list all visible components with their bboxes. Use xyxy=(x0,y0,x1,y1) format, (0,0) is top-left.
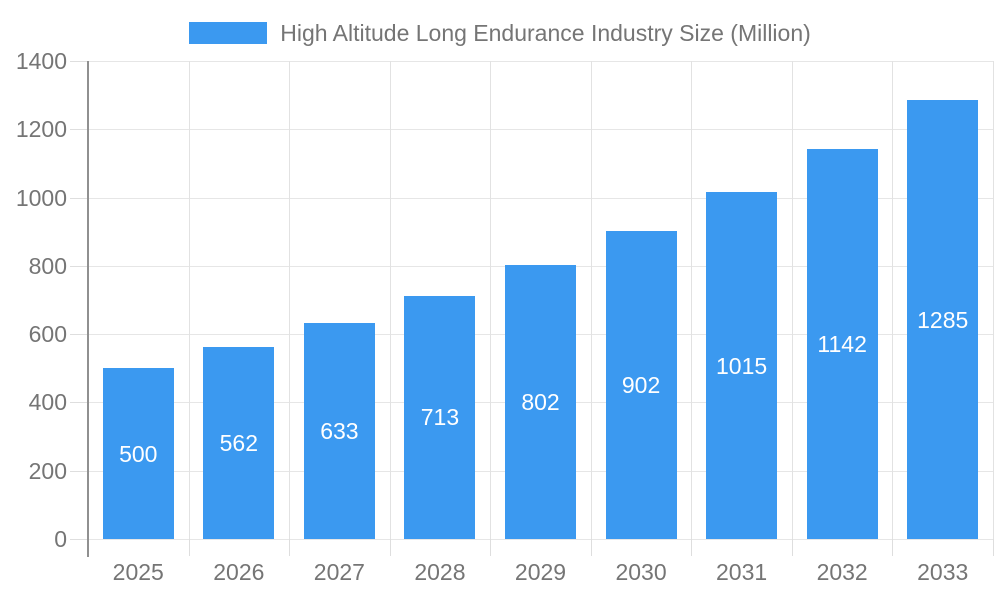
bar-2025 xyxy=(102,368,174,539)
chart-legend: High Altitude Long Endurance Industry Si… xyxy=(0,19,1000,47)
bar-value-label: 713 xyxy=(420,404,460,431)
x-axis-label: 2027 xyxy=(313,559,365,585)
bar-value-label: 802 xyxy=(521,389,560,416)
y-axis-label: 600 xyxy=(28,321,67,348)
bar-value-label: 1015 xyxy=(716,352,768,379)
y-axis-tick xyxy=(70,265,88,267)
bar-2028 xyxy=(404,295,476,539)
y-axis-tick xyxy=(70,334,88,336)
bar-2031 xyxy=(706,192,778,539)
y-axis-label: 800 xyxy=(28,252,67,279)
gridline-vertical xyxy=(289,61,291,539)
gridline-vertical xyxy=(188,61,190,539)
gridline-horizontal xyxy=(88,197,993,199)
x-axis-tick xyxy=(691,539,693,556)
bar-2029 xyxy=(505,265,576,539)
x-axis-label: 2031 xyxy=(716,559,768,585)
x-axis-label: 2030 xyxy=(615,559,667,585)
gridline-vertical xyxy=(791,61,793,539)
y-axis-tick xyxy=(70,470,88,472)
bar-value-label: 1285 xyxy=(917,306,969,333)
bar-2026 xyxy=(203,347,275,539)
x-axis-tick xyxy=(590,539,592,556)
x-axis-label: 2029 xyxy=(514,559,567,585)
y-axis-label: 200 xyxy=(28,457,67,484)
y-axis-tick xyxy=(70,61,88,62)
gridline-horizontal xyxy=(88,61,993,62)
x-axis-label: 2033 xyxy=(917,559,969,585)
bar-2030 xyxy=(605,231,677,539)
y-axis-tick xyxy=(70,129,88,131)
x-axis-label: 2026 xyxy=(213,559,265,585)
y-axis-tick xyxy=(70,402,88,404)
x-axis-label: 2025 xyxy=(112,559,164,585)
gridline-vertical xyxy=(691,61,693,539)
x-axis-tick xyxy=(389,539,391,556)
bar-2032 xyxy=(806,149,878,539)
gridline-horizontal xyxy=(88,539,993,540)
x-axis-label: 2032 xyxy=(816,559,868,585)
x-axis-tick xyxy=(289,539,291,556)
gridline-vertical xyxy=(892,61,894,539)
bar-2033 xyxy=(907,100,979,539)
gridline-vertical xyxy=(490,61,492,539)
gridline-vertical xyxy=(389,61,391,539)
bar-value-label: 500 xyxy=(119,440,158,467)
bar-2027 xyxy=(303,322,375,539)
legend-swatch-icon xyxy=(189,22,268,44)
x-axis-tick xyxy=(188,539,190,556)
y-axis-label: 1000 xyxy=(15,184,67,211)
x-axis-tick xyxy=(993,539,994,556)
x-axis-label: 2028 xyxy=(414,559,466,585)
bar-value-label: 562 xyxy=(219,430,259,457)
y-axis-label: 1400 xyxy=(15,48,67,74)
gridline-horizontal xyxy=(88,129,993,131)
gridline-vertical xyxy=(590,61,592,539)
y-axis-label: 400 xyxy=(28,389,67,416)
gridline-vertical xyxy=(993,61,994,539)
y-axis-line xyxy=(87,61,89,557)
bar-value-label: 902 xyxy=(621,372,661,399)
y-axis-tick xyxy=(70,539,88,540)
legend-label: High Altitude Long Endurance Industry Si… xyxy=(280,20,811,46)
bar-value-label: 633 xyxy=(320,417,359,444)
y-axis-label: 0 xyxy=(54,526,67,552)
x-axis-tick xyxy=(490,539,492,556)
x-axis-tick xyxy=(892,539,894,556)
y-axis-tick xyxy=(70,197,88,199)
y-axis-label: 1200 xyxy=(15,116,67,143)
bar-value-label: 1142 xyxy=(817,331,867,358)
x-axis-tick xyxy=(791,539,793,556)
